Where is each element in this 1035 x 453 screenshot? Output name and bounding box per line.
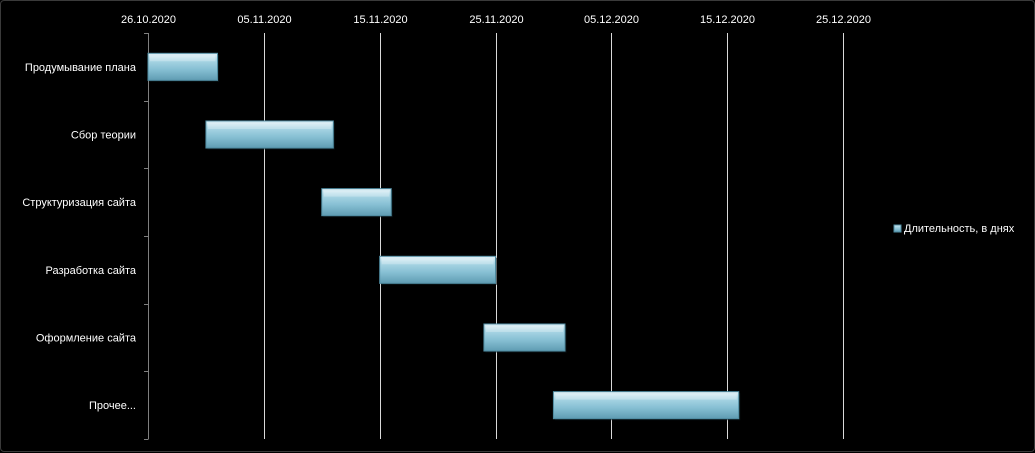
date-tick-label: 26.10.2020 xyxy=(121,14,176,26)
task-bar-highlight xyxy=(323,190,390,197)
category-labels: Продумывание плана Сбор теории Структуриза… xyxy=(22,62,137,412)
legend: Длительность, в днях xyxy=(893,223,1015,235)
task-bar-body xyxy=(552,391,740,420)
date-tick-label: 05.11.2020 xyxy=(237,14,291,26)
task-bar-body xyxy=(483,323,566,352)
task-bar xyxy=(483,323,567,353)
category-label: Разработка сайта xyxy=(46,265,137,277)
category-label: Прочее... xyxy=(89,400,136,412)
legend-label: Длительность, в днях xyxy=(904,223,1015,235)
task-bar xyxy=(552,391,741,421)
task-bar xyxy=(205,120,335,150)
category-label: Оформление сайта xyxy=(36,333,137,345)
task-bar-body xyxy=(205,120,334,149)
date-tick-label: 15.12.2020 xyxy=(700,14,755,26)
task-bar-body xyxy=(147,52,218,81)
date-axis-tick-labels: 26.10.2020 05.11.2020 15.11.2020 25.11.2020… xyxy=(121,14,871,26)
task-bar-highlight xyxy=(485,325,563,332)
category-label: Сбор теории xyxy=(71,130,136,142)
task-bar-body xyxy=(379,255,496,284)
task-bar-highlight xyxy=(555,393,737,400)
date-tick-label: 25.12.2020 xyxy=(816,14,871,26)
category-label: Продумывание плана xyxy=(25,62,137,74)
gridlines xyxy=(264,33,844,439)
task-bar xyxy=(321,188,393,218)
task-bar-highlight xyxy=(150,55,216,62)
date-tick-label: 25.11.2020 xyxy=(469,14,523,26)
task-bar xyxy=(379,255,497,285)
task-bar-highlight xyxy=(207,122,332,129)
category-axis xyxy=(144,33,149,440)
category-label: Структуризация сайта xyxy=(22,197,137,209)
date-tick-label: 15.11.2020 xyxy=(353,14,407,26)
task-bar xyxy=(147,52,219,82)
task-bar-body xyxy=(321,188,392,217)
date-tick-label: 05.12.2020 xyxy=(584,14,639,26)
task-bar-highlight xyxy=(381,258,494,265)
legend-swatch xyxy=(893,224,902,233)
task-bars xyxy=(147,52,741,421)
